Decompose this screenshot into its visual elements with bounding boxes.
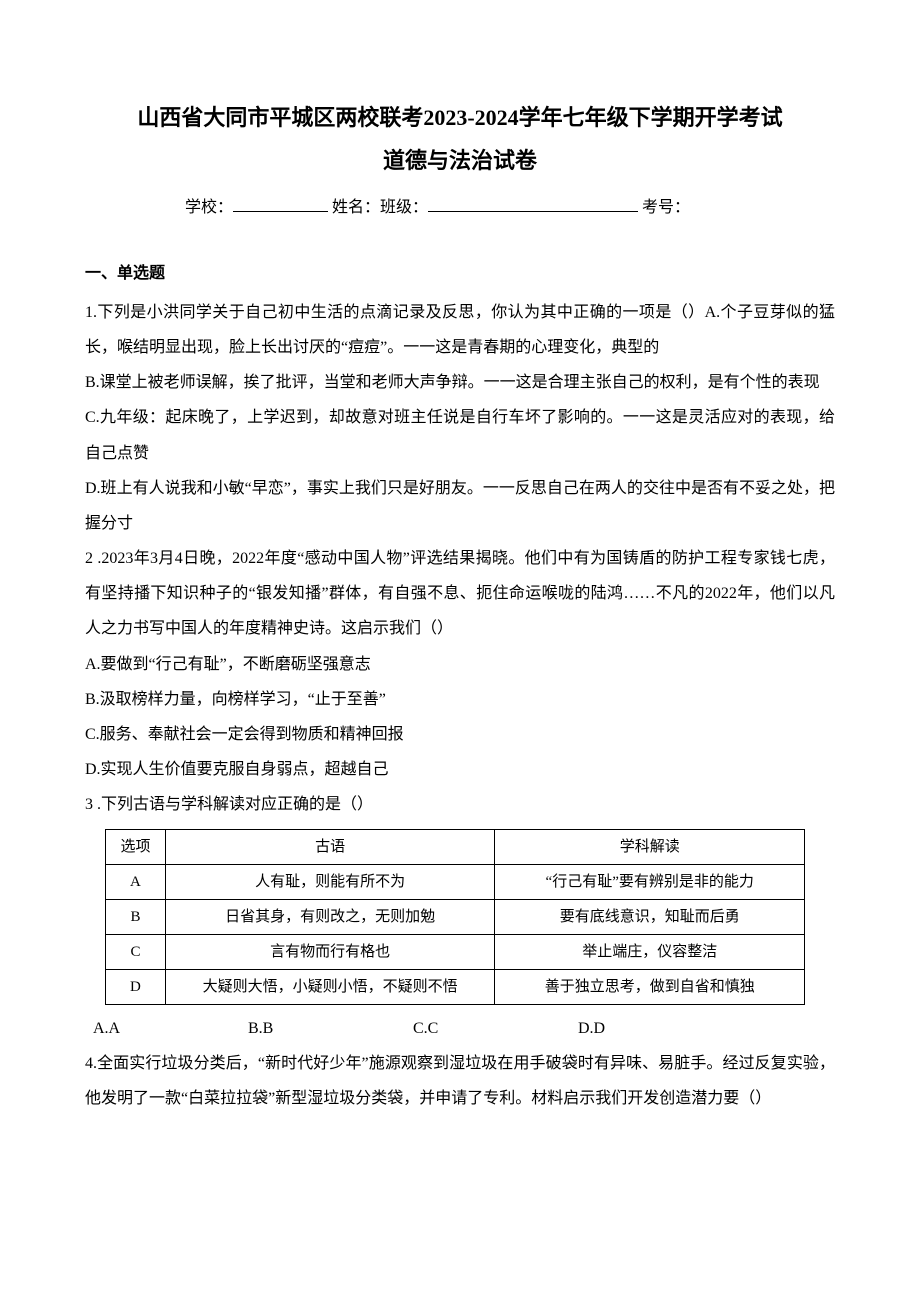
q3-inline-a: A.A [93,1011,248,1046]
q1-option-d: D.班上有人说我和小敏“早恋”，事实上我们只是好朋友。一一反思自己在两人的交往中… [85,471,835,541]
student-info-line: 学校： 姓名：班级： 考号： [85,190,835,225]
q2-option-a: A.要做到“行己有耻”，不断磨砺坚强意志 [85,647,835,682]
q1-option-b: B.课堂上被老师误解，挨了批评，当堂和老师大声争辩。一一这是合理主张自己的权利，… [85,365,835,400]
question-4: 4.全面实行垃圾分类后，“新时代好少年”施源观察到湿垃圾在用手破袋时有异味、易脏… [85,1046,835,1116]
q3-stem: 3 .下列古语与学科解读对应正确的是（） [85,787,835,822]
q1-option-c: C.九年级：起床晚了，上学迟到，却故意对班主任说是自行车坏了影响的。一一这是灵活… [85,400,835,470]
q2-option-d: D.实现人生价值要克服自身弱点，超越自己 [85,752,835,787]
cell-jiedu: “行己有耻”要有辨别是非的能力 [495,864,805,899]
header-option: 选项 [106,829,166,864]
q3-table: 选项 古语 学科解读 A 人有耻，则能有所不为 “行己有耻”要有辨别是非的能力 … [105,829,805,1005]
name-class-label: 姓名：班级： [332,199,428,216]
header-guyu: 古语 [165,829,495,864]
q2-option-b: B.汲取榜样力量，向榜样学习，“止于至善” [85,682,835,717]
q3-inline-b: B.B [248,1011,413,1046]
school-blank[interactable] [233,198,328,212]
q1-stem-and-a: 1.下列是小洪同学关于自己初中生活的点滴记录及反思，你认为其中正确的一项是（）A… [85,295,835,365]
table-header-row: 选项 古语 学科解读 [106,829,805,864]
q2-option-c: C.服务、奉献社会一定会得到物质和精神回报 [85,717,835,752]
cell-jiedu: 举止端庄，仪容整洁 [495,934,805,969]
cell-guyu: 大疑则大悟，小疑则小悟，不疑则不悟 [165,969,495,1004]
school-label: 学校： [185,199,233,216]
cell-jiedu: 要有底线意识，知耻而后勇 [495,899,805,934]
cell-guyu: 言有物而行有格也 [165,934,495,969]
table-row: D 大疑则大悟，小疑则小悟，不疑则不悟 善于独立思考，做到自省和慎独 [106,969,805,1004]
question-1: 1.下列是小洪同学关于自己初中生活的点滴记录及反思，你认为其中正确的一项是（）A… [85,295,835,541]
cell-guyu: 人有耻，则能有所不为 [165,864,495,899]
cell-opt: B [106,899,166,934]
q3-inline-options: A.A B.B C.C D.D [85,1011,835,1046]
exam-title-line1: 山西省大同市平城区两校联考2023-2024学年七年级下学期开学考试 [85,100,835,135]
exam-id-label: 考号： [642,199,690,216]
cell-jiedu: 善于独立思考，做到自省和慎独 [495,969,805,1004]
cell-opt: C [106,934,166,969]
question-3: 3 .下列古语与学科解读对应正确的是（） 选项 古语 学科解读 A 人有耻，则能… [85,787,835,1045]
cell-opt: D [106,969,166,1004]
name-class-blank[interactable] [428,198,638,212]
section-1-header: 一、单选题 [85,256,835,291]
q2-stem: 2 .2023年3月4日晚，2022年度“感动中国人物”评选结果揭晓。他们中有为… [85,541,835,647]
cell-guyu: 日省其身，有则改之，无则加勉 [165,899,495,934]
exam-title-line2: 道德与法治试卷 [85,143,835,178]
table-row: A 人有耻，则能有所不为 “行己有耻”要有辨别是非的能力 [106,864,805,899]
cell-opt: A [106,864,166,899]
question-2: 2 .2023年3月4日晚，2022年度“感动中国人物”评选结果揭晓。他们中有为… [85,541,835,787]
q4-stem: 4.全面实行垃圾分类后，“新时代好少年”施源观察到湿垃圾在用手破袋时有异味、易脏… [85,1046,835,1116]
q3-inline-d: D.D [578,1011,678,1046]
table-row: B 日省其身，有则改之，无则加勉 要有底线意识，知耻而后勇 [106,899,805,934]
header-jiedu: 学科解读 [495,829,805,864]
q3-inline-c: C.C [413,1011,578,1046]
table-row: C 言有物而行有格也 举止端庄，仪容整洁 [106,934,805,969]
